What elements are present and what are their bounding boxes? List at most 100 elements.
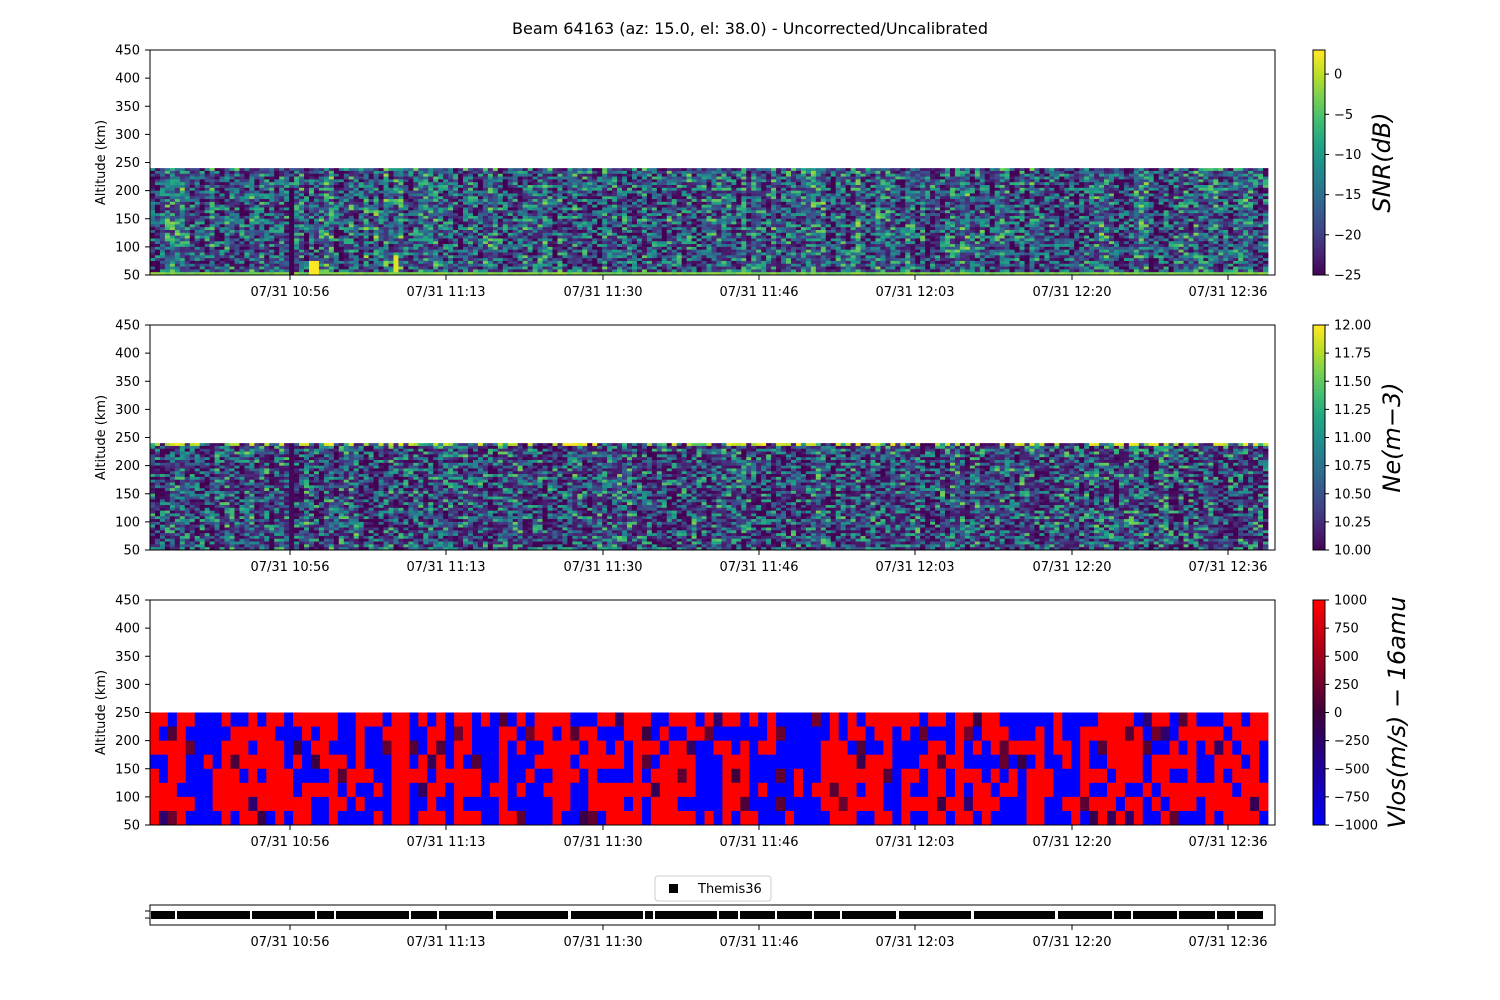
heatmap-cell xyxy=(790,210,797,214)
heatmap-cell xyxy=(537,210,543,214)
heatmap-cell xyxy=(323,176,330,180)
heatmap-cell xyxy=(512,204,519,208)
heatmap-cell xyxy=(716,241,722,245)
heatmap-cell xyxy=(731,241,737,245)
heatmap-cell xyxy=(721,201,727,206)
heatmap-cell xyxy=(592,168,598,172)
heatmap-cell xyxy=(607,230,613,234)
heatmap-cell xyxy=(154,190,161,194)
heatmap-cell xyxy=(284,255,290,259)
heatmap-cell xyxy=(661,235,668,239)
heatmap-cell xyxy=(771,185,777,189)
heatmap-cell xyxy=(448,190,454,194)
heatmap-cell xyxy=(612,201,618,206)
heatmap-cell xyxy=(731,199,737,203)
heatmap-cell xyxy=(383,201,389,206)
heatmap-cell xyxy=(557,190,563,194)
heatmap-cell xyxy=(582,224,588,228)
heatmap-cell xyxy=(582,246,588,251)
heatmap-cell xyxy=(443,246,449,251)
heatmap-cell xyxy=(199,176,206,180)
heatmap-cell xyxy=(497,170,504,175)
heatmap-cell xyxy=(318,201,325,206)
heatmap-cell xyxy=(701,187,707,192)
heatmap-cell xyxy=(428,168,434,172)
heatmap-cell xyxy=(651,176,658,180)
heatmap-cell xyxy=(453,182,459,186)
heatmap-cell xyxy=(398,230,404,234)
heatmap-cell xyxy=(284,252,290,256)
heatmap-cell xyxy=(567,235,573,239)
heatmap-cell xyxy=(681,207,688,211)
heatmap-cell xyxy=(631,232,638,237)
heatmap-cell xyxy=(706,173,712,177)
heatmap-cell xyxy=(468,185,474,189)
heatmap-cell xyxy=(348,272,355,276)
heatmap-cell xyxy=(607,258,613,262)
heatmap-cell xyxy=(388,201,394,206)
heatmap-cell xyxy=(209,204,215,208)
heatmap-cell xyxy=(641,263,648,267)
heatmap-cell xyxy=(627,193,633,197)
heatmap-cell xyxy=(716,170,722,175)
heatmap-cell xyxy=(264,168,270,172)
heatmap-cell xyxy=(587,252,593,256)
heatmap-cell xyxy=(487,196,494,200)
heatmap-cell xyxy=(323,168,330,172)
heatmap-cell xyxy=(353,168,360,172)
heatmap-cell xyxy=(547,241,553,245)
heatmap-cell xyxy=(557,232,563,237)
heatmap-cell xyxy=(154,179,161,183)
heatmap-cell xyxy=(602,187,608,192)
heatmap-cell xyxy=(413,249,419,253)
heatmap-cell xyxy=(418,241,424,245)
heatmap-cell xyxy=(428,199,434,203)
heatmap-cell xyxy=(169,210,176,214)
heatmap-cell xyxy=(463,185,469,189)
heatmap-cell xyxy=(721,235,727,239)
heatmap-cell xyxy=(299,230,305,234)
heatmap-cell xyxy=(338,263,345,267)
heatmap-cell xyxy=(512,185,519,189)
heatmap-cell xyxy=(219,230,225,234)
heatmap-cell xyxy=(756,176,762,180)
heatmap-cell xyxy=(756,173,762,177)
heatmap-cell xyxy=(517,232,524,237)
heatmap-cell xyxy=(577,235,583,239)
heatmap-cell xyxy=(592,176,598,180)
heatmap-cell xyxy=(259,272,265,276)
heatmap-cell xyxy=(795,176,802,180)
heatmap-cell xyxy=(189,215,196,220)
heatmap-cell xyxy=(154,193,161,197)
heatmap-cell xyxy=(189,199,196,203)
heatmap-cell xyxy=(358,185,365,189)
heatmap-cell xyxy=(418,260,424,265)
heatmap-cell xyxy=(562,193,568,197)
heatmap-cell xyxy=(368,232,374,237)
heatmap-cell xyxy=(651,263,658,267)
heatmap-cell xyxy=(343,246,350,251)
heatmap-cell xyxy=(532,249,538,253)
heatmap-cell xyxy=(378,235,384,239)
heatmap-cell xyxy=(472,213,479,217)
heatmap-cell xyxy=(681,190,688,194)
heatmap-cell xyxy=(731,185,737,189)
heatmap-cell xyxy=(219,210,225,214)
heatmap-cell xyxy=(244,218,250,222)
heatmap-cell xyxy=(403,227,409,231)
heatmap-cell xyxy=(269,224,275,228)
heatmap-cell xyxy=(751,244,757,248)
heatmap-cell xyxy=(294,204,300,208)
heatmap-cell xyxy=(676,269,683,273)
heatmap-cell xyxy=(214,182,220,186)
heatmap-cell xyxy=(453,258,459,262)
heatmap-cell xyxy=(234,201,240,206)
heatmap-cell xyxy=(169,258,176,262)
heatmap-cell xyxy=(477,269,484,273)
heatmap-cell xyxy=(790,215,797,220)
heatmap-cell xyxy=(607,266,613,270)
heatmap-cell xyxy=(254,179,260,183)
heatmap-cell xyxy=(353,266,360,270)
heatmap-cell xyxy=(726,272,732,276)
heatmap-cell xyxy=(463,179,469,183)
